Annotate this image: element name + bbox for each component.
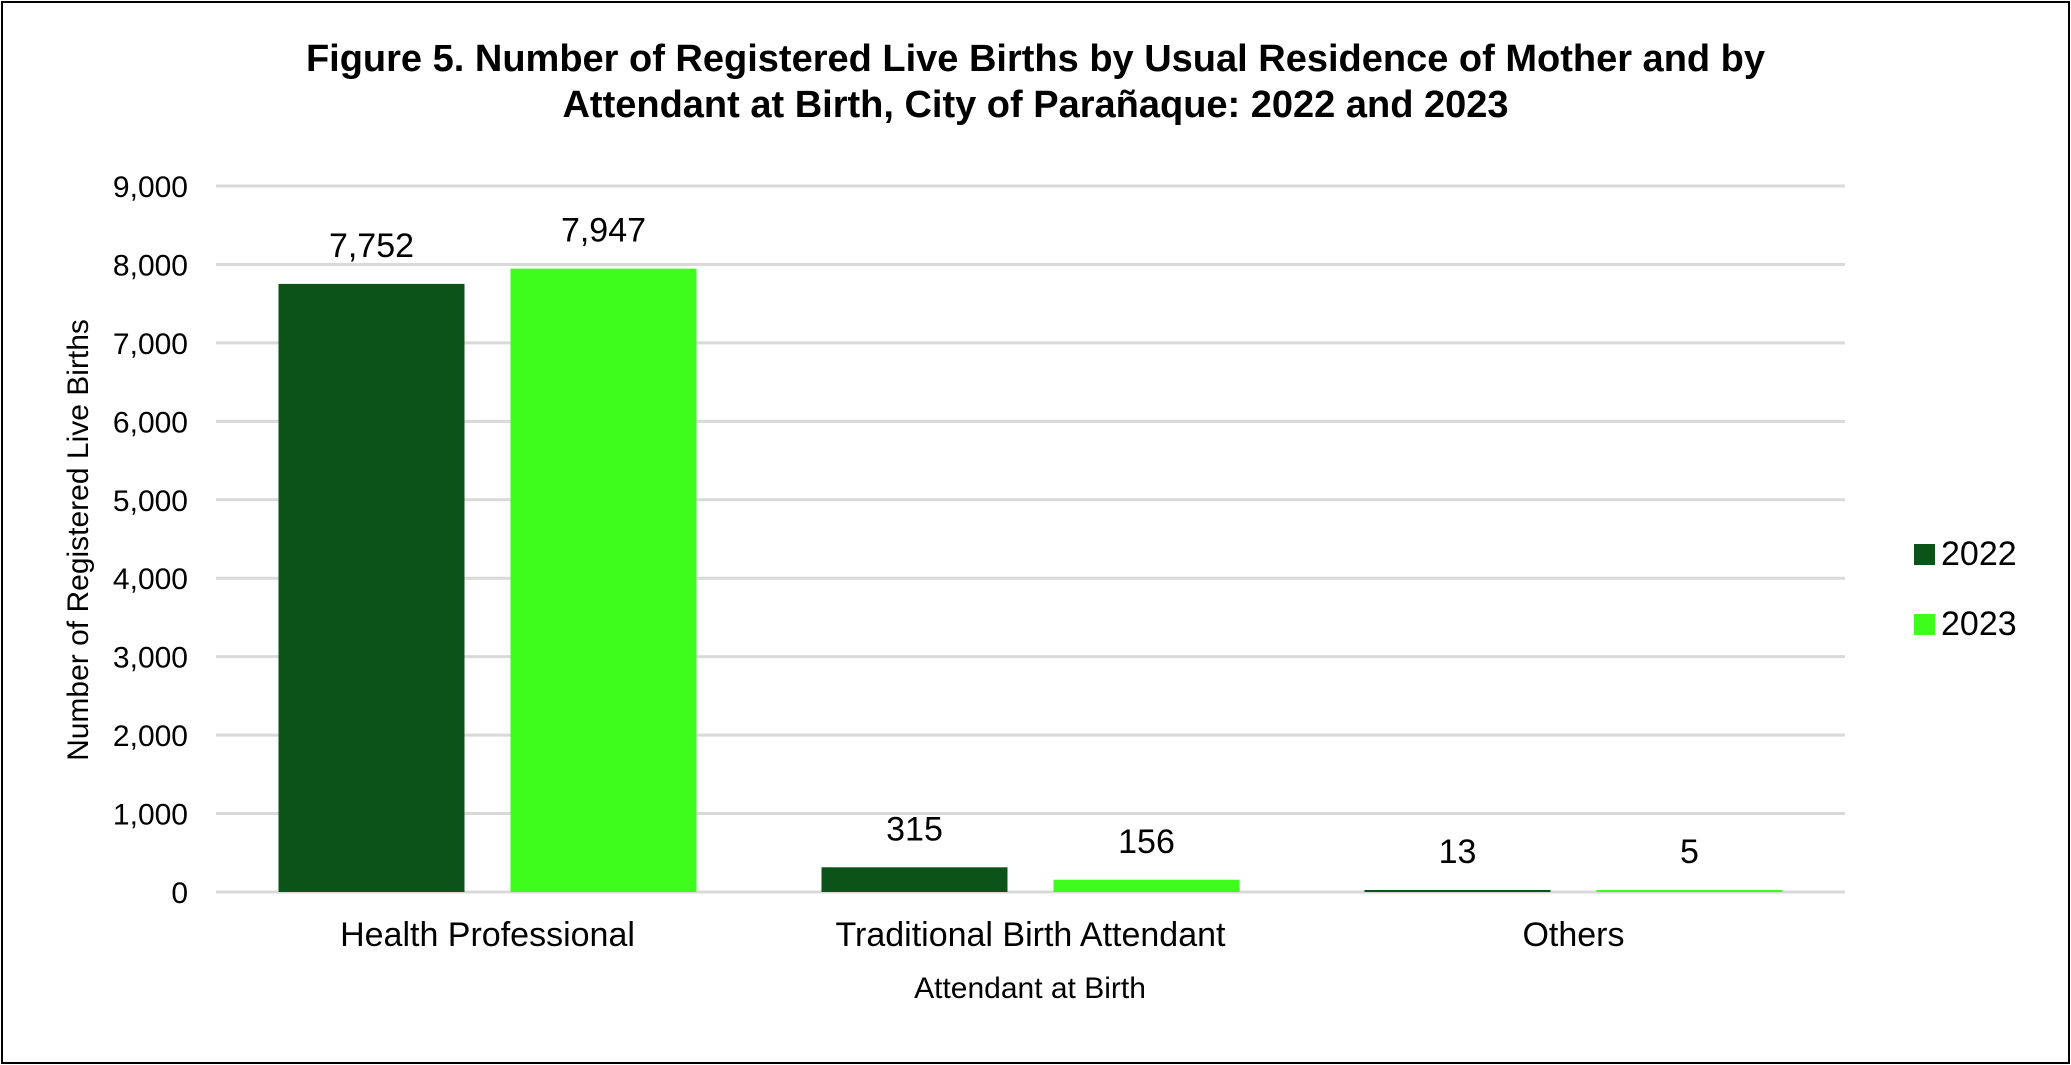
data-label-2023-1: 156 (1118, 823, 1175, 861)
y-tick-label: 0 (171, 877, 188, 910)
legend-swatch-2022 (1914, 544, 1935, 565)
x-tick-label: Health Professional (340, 916, 635, 954)
legend-label-2023: 2023 (1941, 605, 2017, 643)
chart-title-line-2: Attendant at Birth, City of Parañaque: 2… (562, 84, 1509, 126)
y-tick-label: 6,000 (113, 406, 188, 439)
y-axis-title: Number of Registered Live Births (62, 319, 95, 761)
y-tick-label: 8,000 (113, 249, 188, 282)
bar-2023-0 (510, 268, 697, 892)
chart-title-line-1: Figure 5. Number of Registered Live Birt… (305, 38, 1766, 80)
y-tick-label: 2,000 (113, 720, 188, 753)
y-tick-label: 5,000 (113, 485, 188, 518)
y-tick-label: 1,000 (113, 799, 188, 832)
y-tick-label: 7,000 (113, 328, 188, 361)
data-label-2022-1: 315 (886, 810, 943, 848)
legend: 2022 2023 (1914, 535, 2017, 643)
x-axis-ticks: Health Professional Traditional Birth Att… (340, 916, 1624, 954)
gridlines (216, 184, 1845, 894)
x-axis-title: Attendant at Birth (914, 972, 1146, 1005)
bar-2023-1 (1053, 879, 1240, 892)
data-label-2022-2: 13 (1439, 833, 1477, 871)
y-tick-label: 4,000 (113, 563, 188, 596)
bar-2023-2 (1596, 890, 1783, 892)
y-axis-ticks: 0 1,000 2,000 3,000 4,000 5,000 6,000 7,000 8,00… (113, 171, 188, 910)
y-tick-label: 9,000 (113, 171, 188, 204)
bars (278, 268, 1783, 892)
data-label-2023-0: 7,947 (561, 212, 646, 250)
x-tick-label: Others (1522, 916, 1624, 954)
bar-2022-0 (278, 283, 465, 892)
bar-2022-2 (1364, 890, 1551, 892)
bar-2022-1 (821, 867, 1008, 892)
legend-label-2022: 2022 (1941, 535, 2017, 573)
y-tick-label: 3,000 (113, 642, 188, 675)
data-labels: 7,752 7,947 315 156 13 5 (329, 212, 1699, 871)
data-label-2022-0: 7,752 (329, 227, 414, 265)
chart-title: Figure 5. Number of Registered Live Birt… (0, 36, 2071, 128)
data-label-2023-2: 5 (1680, 833, 1699, 871)
legend-swatch-2023 (1914, 614, 1935, 635)
x-tick-label: Traditional Birth Attendant (836, 916, 1227, 954)
